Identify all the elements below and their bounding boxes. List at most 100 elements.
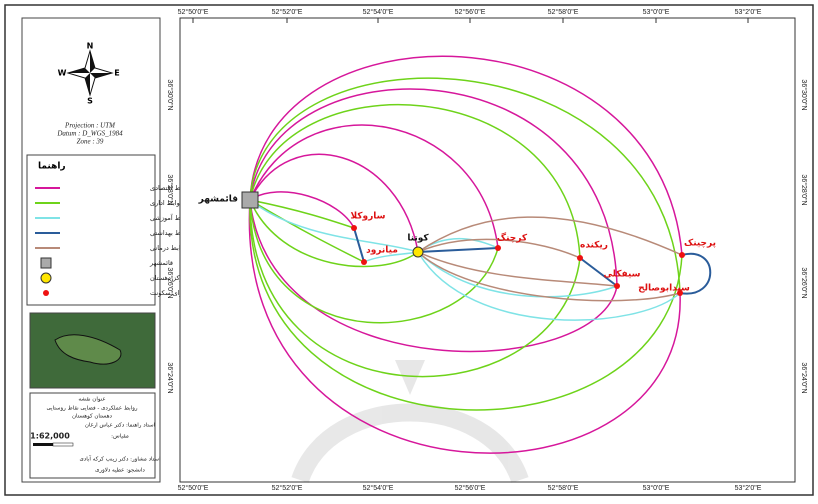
latitude-label: 36°24'0"N: [166, 362, 174, 393]
legend-label: روابط درمانی: [150, 244, 187, 252]
place-label: میانرود: [366, 246, 398, 256]
health-link: [353, 227, 712, 295]
place-label: کوتنا: [407, 234, 429, 244]
village: [495, 245, 501, 251]
place-label: سیفکلی: [603, 270, 640, 280]
north-label: N: [87, 42, 94, 51]
place-label: کرچنگ: [497, 232, 528, 244]
relations: [248, 55, 712, 454]
side-panel: N S E W Projection : UTM Datum : D_WGS_1…: [21, 17, 228, 483]
latitude-label: 36°28'0"N: [166, 174, 174, 205]
latitude-label: 36°26'0"N: [166, 267, 174, 298]
longitude-label: 52°50'0"E: [178, 8, 209, 16]
admin-link: [249, 199, 683, 411]
longitude-label: 52°54'0"E: [363, 8, 394, 16]
legend-label: روابط اقتصادی: [150, 184, 191, 192]
village: [614, 283, 620, 289]
title-block: [29, 392, 156, 479]
economic-link: [249, 191, 355, 229]
economic-link: [248, 199, 681, 454]
longitude-label: 53°2'0"E: [735, 8, 762, 16]
longitude-label: 53°2'0"E: [735, 484, 762, 492]
place-label: ساروکلا: [350, 212, 385, 222]
village: [361, 259, 367, 265]
admin-link: [249, 199, 499, 324]
compass-fill: [68, 51, 112, 95]
village: [351, 225, 357, 231]
place-label: ریکنده: [580, 241, 608, 251]
settlements: [241, 191, 685, 296]
projection-text: Zone : 39: [77, 138, 104, 146]
longitude-label: 52°56'0"E: [455, 8, 486, 16]
title-block-text: دهستان کوهستان: [72, 413, 113, 420]
village: [577, 255, 583, 261]
title-block-text: دانشجو: عطیه دلاوری: [95, 468, 145, 474]
legend-label: مرکز دهستان: [150, 274, 187, 282]
legend-title: راهنما: [38, 162, 66, 172]
scale-bar: [52, 442, 74, 447]
title-block-text: 1:62,000: [30, 432, 70, 441]
legend-square: [40, 257, 52, 269]
projection-text: Projection : UTM: [64, 122, 116, 130]
education-link: [249, 199, 419, 253]
economic-link: [249, 88, 618, 287]
education-link: [417, 251, 681, 321]
admin-link: [249, 199, 365, 263]
map-frame: [179, 17, 796, 483]
place-label: سیدابوصالح: [638, 284, 690, 294]
title-block-text: روابط عملکردی - فضایی نقاط روستایی: [46, 405, 137, 412]
admin-link: [249, 199, 355, 229]
graticule-labels: 52°50'0"E 52°52'0"E 52°54'0"E 52°56'0"E 52°5…: [166, 8, 808, 492]
education-link: [417, 251, 618, 298]
economic-link: [249, 55, 683, 256]
legend-label: روابط آموزشی: [150, 213, 191, 222]
legend-circle: [40, 272, 52, 284]
admin-link: [249, 103, 581, 259]
admin-link: [249, 77, 681, 294]
longitude-label: 53°0'0"E: [643, 484, 670, 492]
south-label: S: [87, 97, 93, 106]
latitude-label: 36°24'0"N: [800, 362, 808, 393]
village: [679, 252, 685, 258]
title-block-text: مقیاس:: [111, 434, 129, 440]
district-center: [412, 246, 424, 258]
latitude-label: 36°28'0"N: [800, 174, 808, 205]
medical-link: [417, 251, 681, 302]
longitude-label: 52°50'0"E: [178, 484, 209, 492]
latitude-label: 36°26'0"N: [800, 267, 808, 298]
longitude-label: 53°0'0"E: [643, 8, 670, 16]
latitude-label: 36°30'0"N: [800, 79, 808, 110]
longitude-label: 52°54'0"E: [363, 484, 394, 492]
legend-label: روابط بهداشتی: [150, 229, 191, 237]
title-block-text: استاد مشاور: دکتر زینب کرکه آبادی: [79, 456, 161, 463]
medical-link: [417, 238, 581, 259]
projection-text: Datum : D_WGS_1984: [56, 130, 123, 138]
title-block-text: استاد راهنما: دکتر عباس ارغان: [85, 422, 156, 429]
admin-link: [249, 199, 419, 268]
west-label: W: [58, 69, 67, 78]
medical-link: [417, 216, 683, 256]
longitude-label: 52°52'0"E: [272, 484, 303, 492]
longitude-label: 52°58'0"E: [548, 484, 579, 492]
latitude-label: 36°30'0"N: [166, 79, 174, 110]
title-block-text: عنوان نقشه روابط عملکردی - فضایی نقاط روس…: [30, 397, 161, 474]
outer-frame: [4, 4, 814, 496]
place-label: قائمشهر: [198, 195, 238, 205]
village: [677, 290, 683, 296]
north-arrow: N S E W: [58, 42, 120, 106]
legend-label: قائمشهر: [149, 259, 173, 267]
longitude-label: 52°56'0"E: [455, 484, 486, 492]
city-marker: [241, 191, 259, 209]
place-label: پرچینک: [684, 239, 716, 249]
admin-link: [249, 199, 581, 378]
legend-dot: [43, 290, 49, 296]
longitude-label: 52°52'0"E: [272, 8, 303, 16]
watermark: [291, 360, 529, 484]
title-block-text: عنوان نقشه: [78, 397, 105, 403]
legend-label: روابط اداری: [150, 199, 183, 207]
inset-boundary: [54, 334, 122, 365]
longitude-label: 52°58'0"E: [548, 8, 579, 16]
place-labels: قائمشهر ساروکلا میانرود کوتنا کرچنگ ریکن…: [198, 195, 716, 294]
economic-link: [249, 124, 499, 249]
medical-link: [417, 251, 618, 287]
